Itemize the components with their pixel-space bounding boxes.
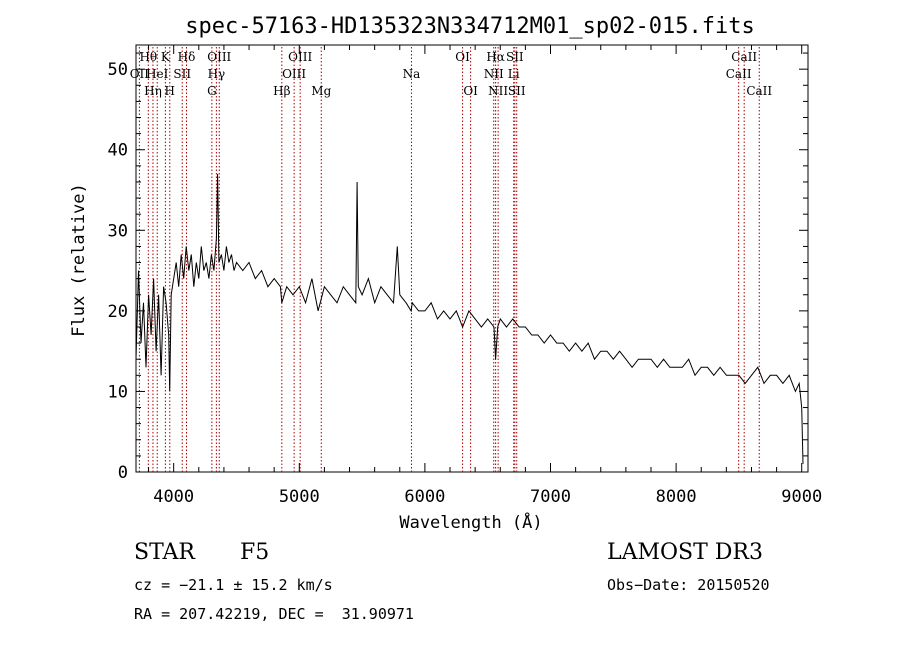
line-marker-labels: OII Hθ Hη HeI K H SII Hδ G Hγ OIII Hβ OIII OIII Mg Na OI… xyxy=(130,50,773,98)
x-tick-label-5000: 5000 xyxy=(279,487,320,507)
x-tick-label-7000: 7000 xyxy=(530,487,571,507)
y-axis-ticks: 0 10 20 30 40 50 xyxy=(108,52,808,483)
y-tick-label-50: 50 xyxy=(108,60,128,80)
line-marker-label-7: Hδ xyxy=(178,50,196,64)
y-axis-label: Flux (relative) xyxy=(69,183,89,337)
x-tick-label-8000: 8000 xyxy=(656,487,697,507)
survey-name: LAMOST DR3 xyxy=(607,540,763,565)
line-marker-label-20: NII xyxy=(488,84,508,98)
line-markers xyxy=(138,47,760,472)
y-tick-label-10: 10 xyxy=(108,382,128,402)
chart-title: spec-57163-HD135323N334712M01_sp02-015.f… xyxy=(185,14,755,39)
line-marker-label-18: NII xyxy=(484,67,504,81)
line-marker-label-26: CaII xyxy=(746,84,772,98)
y-tick-label-20: 20 xyxy=(108,302,128,322)
spectrum-line xyxy=(135,173,804,464)
x-tick-label-9000: 9000 xyxy=(781,487,822,507)
line-marker-label-11: Hβ xyxy=(273,84,290,98)
line-marker-label-21: Li xyxy=(508,67,520,81)
line-marker-label-8: G xyxy=(207,84,217,98)
line-marker-label-22: SII xyxy=(506,50,524,64)
line-marker-label-12: OIII xyxy=(282,67,306,81)
line-marker-label-4: K xyxy=(161,50,171,64)
y-tick-label-30: 30 xyxy=(108,221,128,241)
x-tick-label-4000: 4000 xyxy=(153,487,194,507)
line-marker-label-15: Na xyxy=(403,67,421,81)
line-marker-label-23: SII xyxy=(508,84,526,98)
line-marker-label-19: Hα xyxy=(486,50,505,64)
x-tick-label-6000: 6000 xyxy=(404,487,445,507)
line-marker-label-16: OI xyxy=(455,50,470,64)
plot-frame xyxy=(135,44,809,473)
line-marker-label-17: OI xyxy=(463,84,478,98)
obs-date-readout: Obs−Date: 20150520 xyxy=(607,576,770,594)
coordinates-readout: RA = 207.42219, DEC = 31.90971 xyxy=(134,605,414,623)
x-axis-label: Wavelength (Å) xyxy=(399,511,542,533)
line-marker-label-9: Hγ xyxy=(208,67,226,81)
line-marker-label-14: Mg xyxy=(311,84,331,98)
redshift-readout: cz = −21.1 ± 15.2 km/s xyxy=(134,576,333,594)
line-marker-label-5: H xyxy=(165,84,175,98)
object-class: STAR xyxy=(134,540,195,565)
y-tick-label-40: 40 xyxy=(108,141,128,161)
line-marker-label-2: Hη xyxy=(144,84,162,98)
y-tick-label-0: 0 xyxy=(118,463,128,483)
line-marker-label-24: CaII xyxy=(726,67,752,81)
line-marker-label-0: OII xyxy=(130,67,150,81)
object-subclass: F5 xyxy=(240,540,270,565)
line-marker-label-25: CaII xyxy=(731,50,757,64)
line-marker-label-10: OIII xyxy=(207,50,231,64)
line-marker-label-13: OIII xyxy=(288,50,312,64)
line-marker-label-3: HeI xyxy=(146,67,169,81)
line-marker-label-6: SII xyxy=(173,67,191,81)
x-axis-ticks: 4000 5000 6000 7000 8000 9000 xyxy=(148,45,822,507)
line-marker-label-1: Hθ xyxy=(139,50,157,64)
